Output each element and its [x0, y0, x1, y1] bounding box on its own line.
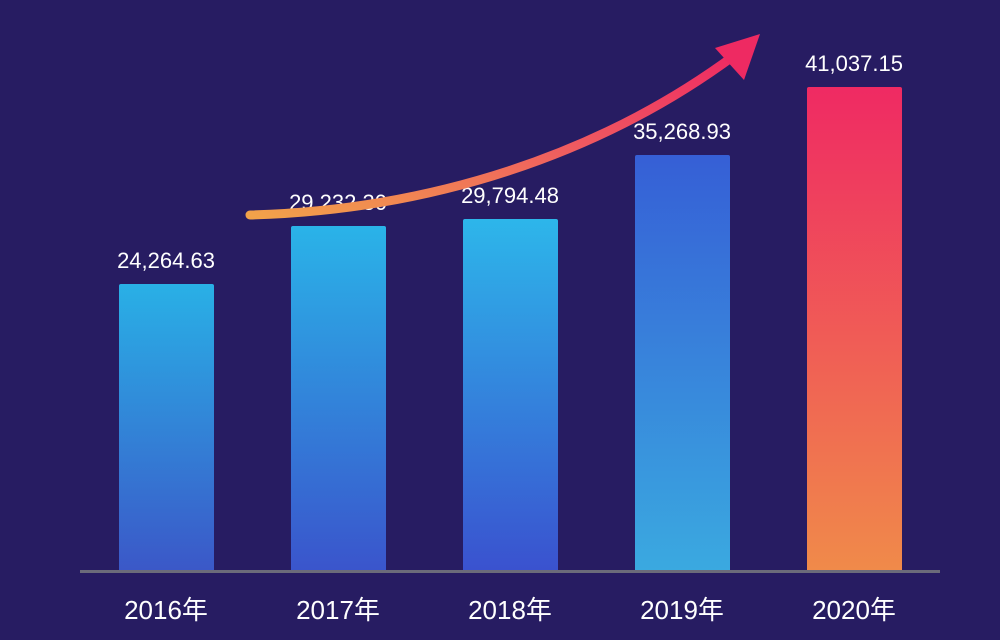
bar	[291, 226, 386, 570]
bar-slot: 24,264.63	[80, 40, 252, 570]
bar	[119, 284, 214, 570]
bar-value-label: 41,037.15	[805, 51, 903, 77]
x-axis-label: 2020年	[768, 590, 940, 627]
x-axis-label: 2017年	[252, 590, 424, 627]
x-axis-line	[80, 570, 940, 573]
bar-value-label: 35,268.93	[633, 119, 731, 145]
bars-area: 24,264.63 29,232.30 29,794.48 35,268.93 41,0…	[80, 40, 940, 570]
bar	[463, 219, 558, 570]
x-axis-label: 2019年	[596, 590, 768, 627]
x-axis-label: 2018年	[424, 590, 596, 627]
x-axis-label: 2016年	[80, 590, 252, 627]
bar-slot: 41,037.15	[768, 40, 940, 570]
bar-slot: 29,794.48	[424, 40, 596, 570]
bar-chart: 24,264.63 29,232.30 29,794.48 35,268.93 41,0…	[0, 0, 1000, 640]
bar	[807, 87, 902, 570]
bar-slot: 35,268.93	[596, 40, 768, 570]
bar-value-label: 24,264.63	[117, 248, 215, 274]
x-axis-labels: 2016年2017年2018年2019年2020年	[80, 590, 940, 627]
bar-value-label: 29,794.48	[461, 183, 559, 209]
bar-slot: 29,232.30	[252, 40, 424, 570]
bar-value-label: 29,232.30	[289, 190, 387, 216]
bar	[635, 155, 730, 570]
